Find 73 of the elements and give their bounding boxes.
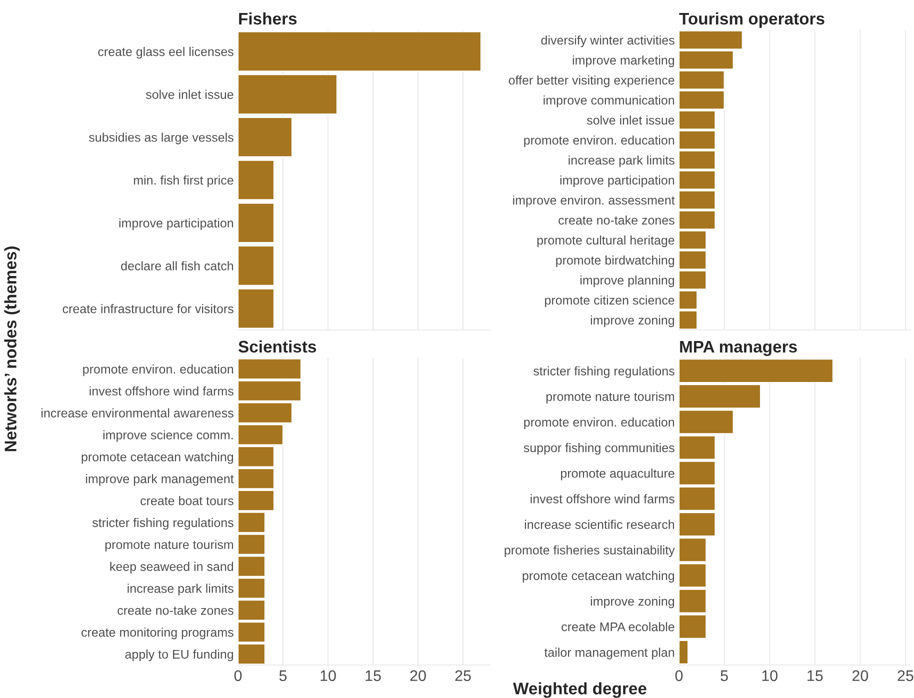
y-tick-label: tailor management plan	[544, 648, 674, 660]
y-tick-label: min. fish first price	[134, 175, 234, 188]
y-tick-label: diversify winter activities	[541, 35, 674, 48]
chart-title: Scientists	[238, 340, 316, 353]
y-tick-label: create infrastructure for visitors	[62, 304, 234, 314]
y-tick-label: promote environ. education	[83, 364, 234, 376]
y-tick-label: keep seaweed in sand	[110, 562, 234, 574]
y-tick-label: promote environ. education	[524, 135, 674, 148]
y-tick-label: improve participation	[119, 218, 234, 230]
bar	[238, 74, 338, 115]
y-tick-label: create no-take zones	[558, 215, 674, 225]
chart-title: MPA managers	[680, 340, 797, 356]
y-tick-label: improve marketing	[572, 55, 674, 68]
x-tick-label: 5	[279, 670, 287, 682]
y-tick-label: improve zoning	[590, 596, 674, 608]
y-tick-label: promote cetacean watching	[82, 452, 234, 464]
y-tick-label: create monitoring programs	[82, 628, 234, 640]
y-tick-label: create boat tours	[140, 496, 234, 506]
y-tick-label: stricter fishing regulations	[533, 366, 674, 378]
bar	[238, 116, 293, 158]
y-tick-label: promote nature tourism	[105, 540, 234, 552]
bar	[238, 31, 482, 72]
y-tick-label: invest offshore wind farms	[530, 494, 674, 504]
y-tick-label: suppor fishing communities	[524, 443, 674, 455]
y-tick-label: create MPA ecolable	[562, 622, 674, 632]
x-tick-label: 10	[320, 670, 336, 682]
y-tick-label: improve park management	[86, 474, 234, 486]
x-tick-label: 15	[808, 670, 823, 682]
y-tick-label: promote citizen science	[545, 295, 674, 308]
bar	[238, 202, 275, 244]
y-tick-label: promote aquaculture	[560, 468, 674, 480]
y-tick-label: improve communication	[544, 95, 674, 108]
bar	[238, 160, 275, 200]
bar	[238, 288, 275, 329]
y-tick-label: improve environ. assessment	[513, 195, 675, 208]
chart-title: Tourism operators	[679, 12, 824, 28]
y-tick-label: promote cultural heritage	[537, 235, 674, 248]
y-tick-label: promote environ. education	[524, 417, 674, 430]
y-tick-label: increase park limits	[568, 155, 674, 168]
x-tick-label: 20	[852, 670, 868, 682]
y-tick-label: improve zoning	[590, 315, 674, 328]
y-tick-label: invest offshore wind farms	[90, 386, 234, 396]
y-tick-label: increase environmental awareness	[42, 408, 234, 418]
y-tick-label: promote birdwatching	[556, 255, 674, 268]
x-axis-title: Weighted degree	[513, 682, 646, 698]
x-tick-label: 25	[898, 670, 914, 682]
chart-title: Fishers	[239, 12, 297, 25]
y-tick-label: declare all fish catch	[121, 261, 234, 270]
y-tick-label: increase scientific research	[524, 520, 674, 529]
y-axis-title: Networks’ nodes (themes)	[4, 246, 20, 452]
y-tick-label: promote fisheries sustainability	[504, 545, 675, 557]
x-tick-label: 15	[366, 670, 381, 682]
x-tick-label: 0	[234, 670, 242, 682]
y-tick-label: stricter fishing regulations	[92, 518, 234, 530]
x-tick-label: 0	[675, 670, 683, 682]
y-tick-label: offer better visiting experience	[508, 75, 674, 88]
y-tick-label: promote nature tourism	[546, 392, 674, 404]
y-tick-label: apply to EU funding	[125, 650, 234, 662]
x-tick-label: 25	[455, 670, 471, 682]
x-tick-label: 5	[720, 670, 728, 682]
x-tick-label: 10	[762, 670, 778, 682]
y-tick-label: solve inlet issue	[146, 90, 234, 99]
y-tick-label: create no-take zones	[118, 606, 234, 615]
y-tick-label: promote cetacean watching	[522, 570, 674, 583]
y-tick-label: improve participation	[560, 175, 674, 188]
y-tick-label: solve inlet issue	[586, 115, 674, 125]
bar	[238, 245, 275, 286]
y-tick-label: improve planning	[580, 275, 674, 288]
y-tick-label: improve science comm.	[103, 430, 233, 442]
y-tick-label: subsidies as large vessels	[88, 132, 234, 144]
y-tick-label: increase park limits	[128, 584, 234, 596]
y-tick-label: create glass eel licenses	[98, 46, 234, 59]
x-tick-label: 20	[410, 670, 426, 682]
